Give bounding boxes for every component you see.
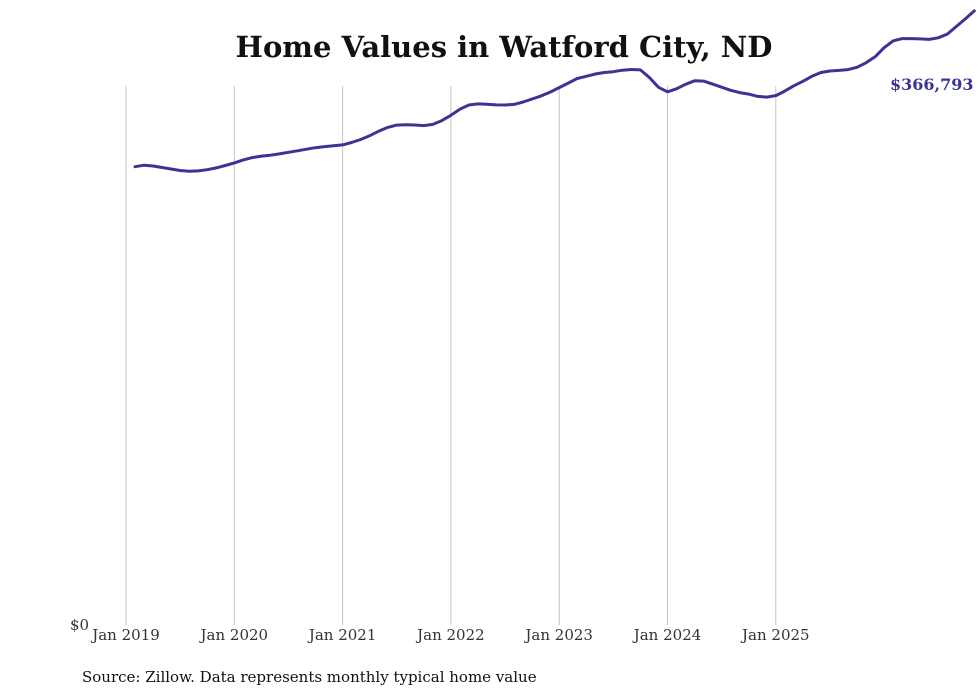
- x-tick-label: Jan 2019: [90, 626, 160, 644]
- x-tick-label: Jan 2024: [632, 626, 702, 644]
- x-tick-label: Jan 2023: [523, 626, 593, 644]
- y-axis-zero-label: $0: [70, 616, 89, 634]
- series-end-value-label: $366,793: [890, 75, 974, 94]
- series-layer: [133, 9, 976, 173]
- series-line-0: [133, 9, 976, 173]
- labels-layer: $0 $366,793 Jan 2019 Jan 2020 Jan 2021 Jan …: [70, 75, 974, 644]
- x-tick-label: Jan 2025: [740, 626, 810, 644]
- x-tick-label: Jan 2022: [415, 626, 485, 644]
- x-tick-label: Jan 2020: [199, 626, 269, 644]
- x-tick-label: Jan 2021: [307, 626, 377, 644]
- source-note: Source: Zillow. Data represents monthly …: [82, 668, 537, 686]
- line-chart: $0 $366,793 Jan 2019 Jan 2020 Jan 2021 Jan …: [70, 9, 976, 644]
- vertical-gridlines: [125, 86, 777, 625]
- chart-title: Home Values in Watford City, ND: [235, 30, 773, 64]
